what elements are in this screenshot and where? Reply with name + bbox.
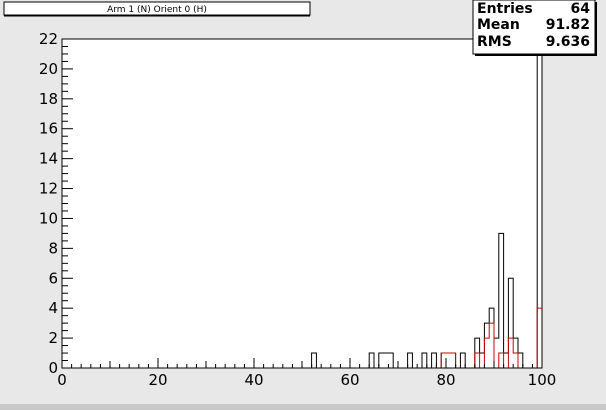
stats-entries-value: 64 [571,1,591,17]
title-box: Arm 1 (N) Orient 0 (H) [3,1,311,17]
stats-entries-label: Entries [477,1,533,17]
histogram-bin-s0-13 [480,353,485,368]
stats-rms-label: RMS [477,34,512,50]
histogram-bin-s0-1 [369,353,374,368]
histogram-bin-s1-2 [451,353,456,368]
histogram-bin-s1-8 [513,353,518,368]
histogram-bin-s1-3 [475,353,480,368]
x-tick-label-0: 0 [57,371,67,389]
histogram-bin-s1-6 [499,353,504,368]
y-tick-label-18: 18 [39,90,58,108]
histogram-bin-s1-9 [537,308,542,368]
histogram-bin-s1-7 [508,338,513,368]
x-tick-label-100: 100 [528,371,557,389]
plot-frame [61,38,543,369]
y-tick-label-10: 10 [39,209,58,227]
y-tick-label-22: 22 [39,30,58,48]
y-tick-label-20: 20 [39,60,58,78]
y-tick-label-8: 8 [48,239,58,257]
stats-mean-label: Mean [477,17,520,33]
histogram-bin-s0-6 [422,353,427,368]
histogram-bin-s1-0 [441,353,446,368]
histogram-bin-s0-4 [388,353,393,368]
y-tick-label-12: 12 [39,180,58,198]
histogram-bin-s0-7 [432,353,437,368]
y-tick-label-0: 0 [48,359,58,377]
chart-title: Arm 1 (N) Orient 0 (H) [107,5,207,15]
stats-rms-value: 9.636 [546,34,590,50]
histogram-bin-s0-18 [504,353,509,368]
x-tick-label-80: 80 [436,371,455,389]
window-bottom-edge [0,404,606,410]
stats-mean-value: 91.82 [546,17,590,33]
y-tick-label-2: 2 [48,329,58,347]
x-tick-label-60: 60 [340,371,359,389]
histogram-bin-s0-11 [460,353,465,368]
axis-layer: 0 2 4 6 8 10 12 14 16 18 20 22 0 20 40 60 80 100 [39,30,556,389]
histogram-bin-s0-21 [518,353,523,368]
histogram-bin-s1-1 [446,353,451,368]
title-box-shadow [4,15,310,17]
histogram-bin-s0-0 [312,353,317,368]
stats-box-shadow-right [595,2,597,56]
histogram-bin-s1-4 [484,338,489,368]
y-tick-label-14: 14 [39,150,58,168]
stats-box-frame [472,0,596,55]
y-tick-label-6: 6 [48,269,58,287]
histogram-bin-s0-17 [499,233,504,368]
histogram-bin-s0-5 [408,353,413,368]
histogram-bin-s0-2 [379,353,384,368]
x-tick-label-20: 20 [148,371,167,389]
stats-box: Entries 64 Mean 91.82 RMS 9.636 [472,0,597,56]
histogram-bin-s0-3 [384,353,389,368]
histogram-bin-s1-5 [489,323,494,368]
y-tick-label-16: 16 [39,120,58,138]
x-tick-label-40: 40 [244,371,263,389]
y-tick-label-4: 4 [48,299,58,317]
histogram-bin-s0-16 [494,338,499,368]
stats-box-shadow-bottom [475,54,597,56]
